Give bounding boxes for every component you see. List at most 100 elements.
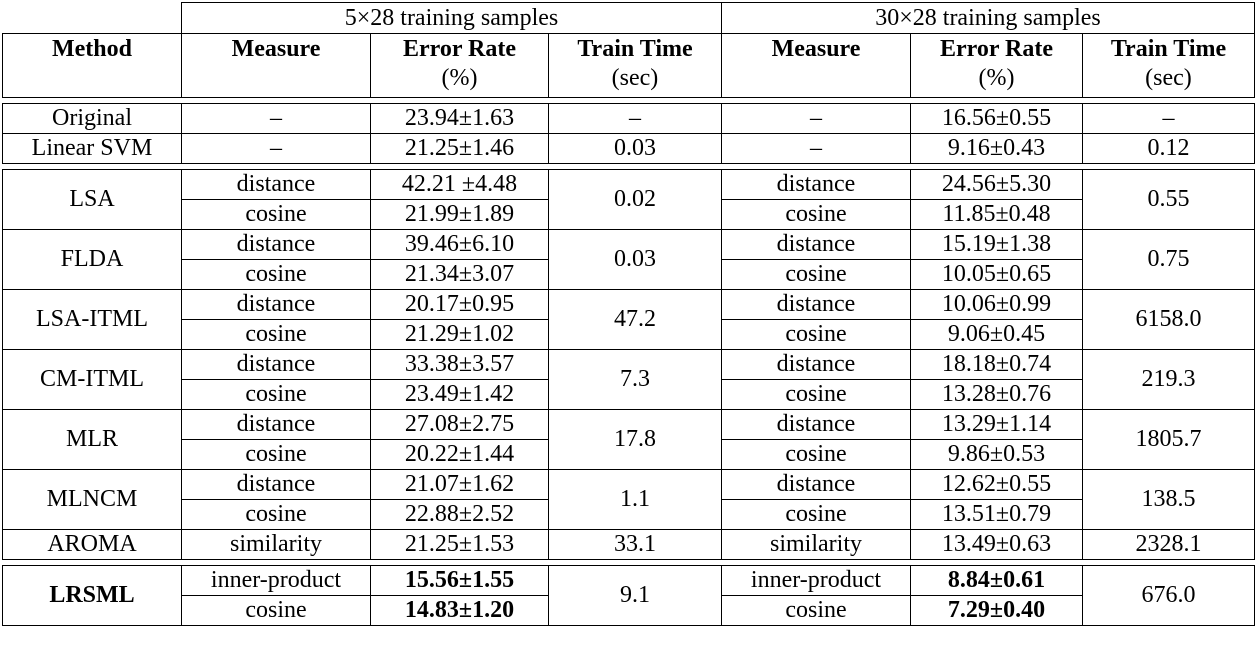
time-cell: 0.02 [548,169,722,230]
train-time-label-1: Train Time [577,36,693,62]
time-cell: 17.8 [548,409,722,470]
table-row-lrsml-inner-product: LRSML inner-product 15.56±1.55 9.1 inner… [2,565,1255,626]
time-cell: 9.1 [548,565,722,626]
method-cell: AROMA [2,529,182,560]
measure-cell: cosine [181,439,371,470]
table-row-mlr-cosine: cosine 20.22±1.44 cosine 9.86±0.53 [3,439,1255,470]
error-cell: 9.16±0.43 [910,133,1083,164]
method-cell: LSA [2,169,182,230]
measure-cell: cosine [721,595,911,626]
measure-cell: distance [181,169,371,200]
error-rate-header-1: Error Rate (%) [370,33,549,98]
error-cell: 42.21 ±4.48 [370,169,549,200]
time-cell: 0.55 [1082,169,1255,230]
error-cell: 20.17±0.95 [370,289,549,320]
error-rate-unit-2: (%) [978,65,1015,91]
measure-cell: similarity [721,529,911,560]
measure-cell: – [721,103,911,134]
measure-cell: distance [181,229,371,260]
measure-cell: cosine [721,379,911,410]
table-row-cm-itml-distance: CM-ITML distance 33.38±3.57 7.3 distance… [2,349,1255,410]
error-cell: 27.08±2.75 [370,409,549,440]
group-header-30x28: 30×28 training samples [721,2,1255,34]
error-cell: 9.86±0.53 [910,439,1083,470]
train-time-unit-2: (sec) [1145,65,1192,91]
measure-cell: – [181,133,371,164]
error-rate-label-2: Error Rate [939,36,1054,62]
table-row-lsa-cosine: cosine 21.99±1.89 cosine 11.85±0.48 [3,199,1255,230]
measure-cell: distance [181,469,371,500]
measure-cell: distance [721,349,911,380]
table-row-aroma: AROMA similarity 21.25±1.53 33.1 similar… [2,529,1255,560]
time-cell: 0.75 [1082,229,1255,290]
measure-cell: – [181,103,371,134]
measure-cell: distance [181,349,371,380]
header-group-row: 5×28 training samples 30×28 training sam… [2,2,1255,34]
method-header: Method [2,33,182,98]
time-cell: 33.1 [548,529,722,560]
measure-cell: distance [721,169,911,200]
error-cell: 21.29±1.02 [370,319,549,350]
error-cell: 12.62±0.55 [910,469,1083,500]
measure-cell: cosine [181,319,371,350]
time-cell: 0.03 [548,229,722,290]
time-cell: – [1082,103,1255,134]
time-cell: 219.3 [1082,349,1255,410]
time-cell: 0.03 [548,133,722,164]
error-cell: 21.99±1.89 [370,199,549,230]
measure-cell: cosine [181,199,371,230]
train-time-header-2: Train Time (sec) [1082,33,1255,98]
measure-cell: cosine [181,259,371,290]
error-cell: 22.88±2.52 [370,499,549,530]
method-cell: MLNCM [2,469,182,530]
error-cell: 21.34±3.07 [370,259,549,290]
measure-cell: distance [721,289,911,320]
error-cell: 11.85±0.48 [910,199,1083,230]
measure-cell: cosine [181,379,371,410]
train-time-unit-1: (sec) [611,65,659,91]
measure-cell: cosine [721,499,911,530]
error-cell: 24.56±5.30 [910,169,1083,200]
error-cell: 13.28±0.76 [910,379,1083,410]
time-cell: 47.2 [548,289,722,350]
train-time-label-2: Train Time [1110,36,1227,62]
error-cell: 13.51±0.79 [910,499,1083,530]
header-corner [2,2,182,34]
error-cell: 13.29±1.14 [910,409,1083,440]
error-cell: 21.25±1.46 [370,133,549,164]
time-cell: 6158.0 [1082,289,1255,350]
measure-cell: distance [181,409,371,440]
error-cell: 23.94±1.63 [370,103,549,134]
measure-header-1: Measure [181,33,371,98]
measure-cell: cosine [721,439,911,470]
measure-header-2: Measure [721,33,911,98]
table-row-mlr-distance: MLR distance 27.08±2.75 17.8 distance 13… [2,409,1255,470]
time-cell: 2328.1 [1082,529,1255,560]
table-row-mlncm-cosine: cosine 22.88±2.52 cosine 13.51±0.79 [3,499,1255,530]
table-row-lsa-itml-distance: LSA-ITML distance 20.17±0.95 47.2 distan… [2,289,1255,350]
table-row-lsa-distance: LSA distance 42.21 ±4.48 0.02 distance 2… [2,169,1255,230]
error-cell: 39.46±6.10 [370,229,549,260]
measure-cell: cosine [181,595,371,626]
error-rate-header-2: Error Rate (%) [910,33,1083,98]
measure-cell: distance [721,469,911,500]
table-row-flda-distance: FLDA distance 39.46±6.10 0.03 distance 1… [2,229,1255,290]
error-cell: 20.22±1.44 [370,439,549,470]
measure-cell: inner-product [721,565,911,596]
method-cell: Linear SVM [2,133,182,164]
error-cell: 9.06±0.45 [910,319,1083,350]
error-cell: 18.18±0.74 [910,349,1083,380]
error-cell: 14.83±1.20 [370,595,549,626]
method-cell: FLDA [2,229,182,290]
error-cell: 16.56±0.55 [910,103,1083,134]
time-cell: 676.0 [1082,565,1255,626]
time-cell: 1805.7 [1082,409,1255,470]
measure-cell: cosine [721,259,911,290]
measure-cell: cosine [721,199,911,230]
error-cell: 7.29±0.40 [910,595,1083,626]
results-table: 5×28 training samples 30×28 training sam… [2,2,1255,626]
measure-cell: distance [721,229,911,260]
measure-cell: cosine [721,319,911,350]
error-cell: 33.38±3.57 [370,349,549,380]
error-cell: 10.06±0.99 [910,289,1083,320]
